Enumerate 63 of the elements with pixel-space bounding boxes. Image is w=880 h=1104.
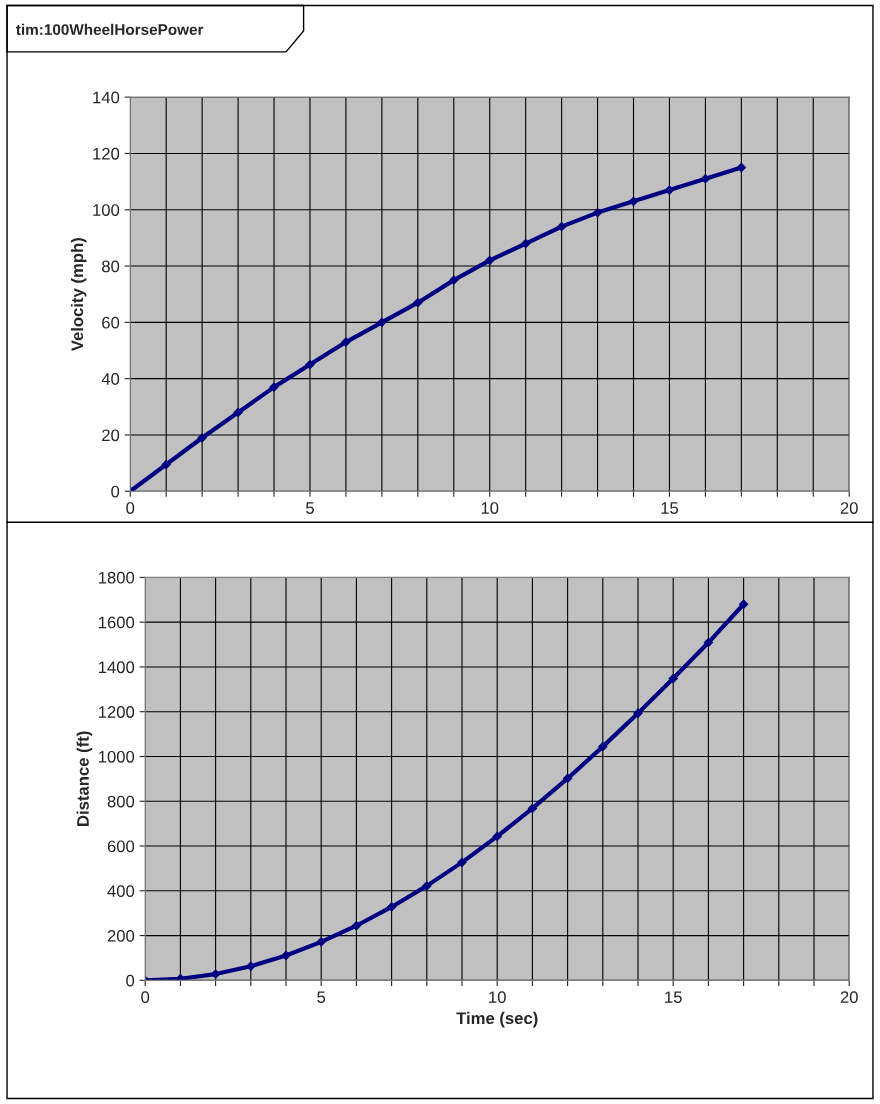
point: [305, 359, 315, 370]
y-axis-title: Velocity (mph): [70, 238, 87, 352]
y-tick-label: 0: [126, 974, 135, 987]
point: [628, 196, 639, 207]
point: [700, 173, 711, 184]
point: [386, 902, 397, 912]
y-tick-label: 20: [102, 429, 120, 442]
point: [421, 880, 432, 891]
x-tick-label: 5: [306, 502, 314, 514]
y-tick-label: 400: [107, 885, 135, 898]
point: [592, 207, 603, 218]
point: [738, 599, 749, 610]
point: [161, 459, 172, 470]
x-tick-label: 15: [665, 991, 682, 1004]
point: [668, 673, 679, 684]
point: [736, 162, 747, 173]
y-tick-label: 1800: [98, 571, 135, 584]
point: [448, 275, 459, 286]
x-tick-label: 20: [840, 991, 858, 1004]
point: [527, 803, 538, 814]
point: [703, 637, 714, 648]
point: [562, 773, 573, 784]
x-tick-label: 10: [489, 991, 506, 1004]
point: [457, 857, 467, 868]
y-tick-label: 0: [111, 485, 120, 498]
y-axis-title: Distance (ft): [76, 731, 93, 826]
y-tick-label: 80: [102, 260, 120, 273]
y-tick-label: 60: [102, 316, 120, 329]
point: [633, 708, 643, 719]
x-axis-title: Time (sec): [456, 1011, 538, 1028]
y-tick-label: 1200: [98, 706, 135, 718]
y-tick-label: 600: [107, 840, 135, 853]
y-tick-label: 140: [93, 91, 120, 104]
y-tick-label: 1600: [98, 616, 135, 629]
point: [351, 920, 362, 931]
point: [597, 741, 608, 752]
y-tick-label: 1000: [98, 750, 135, 763]
point: [197, 432, 208, 443]
point: [316, 936, 327, 947]
x-tick-label: 0: [141, 991, 150, 1004]
y-tick-label: 200: [107, 929, 135, 942]
y-tick-label: 40: [101, 373, 120, 385]
point: [412, 297, 423, 308]
point: [281, 950, 291, 961]
y-tick-label: 800: [107, 795, 135, 808]
point: [376, 317, 387, 328]
x-tick-label: 10: [481, 502, 499, 514]
point: [520, 238, 531, 249]
point: [269, 382, 279, 393]
point: [492, 831, 503, 842]
point: [245, 961, 256, 972]
point: [484, 255, 495, 266]
x-tick-label: 15: [661, 502, 679, 514]
chart-title: tim:100WheelHorsePower: [16, 23, 204, 36]
point: [341, 337, 351, 347]
x-tick-label: 20: [840, 502, 858, 514]
point: [664, 185, 675, 195]
y-tick-label: 120: [93, 147, 120, 160]
point: [233, 407, 243, 418]
y-tick-label: 100: [93, 204, 120, 216]
y-tick-label: 1400: [98, 661, 135, 674]
point: [556, 221, 567, 232]
x-tick-label: 5: [317, 991, 326, 1004]
